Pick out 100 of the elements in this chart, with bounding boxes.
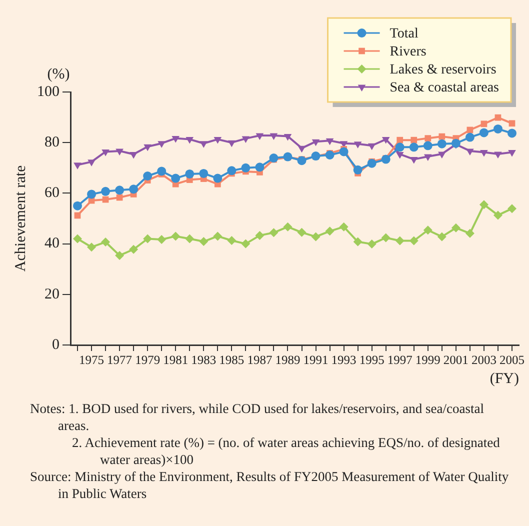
point	[228, 140, 236, 148]
point	[396, 136, 404, 144]
y-tick-label: 80	[44, 134, 60, 151]
x-tick-label: 1991	[303, 352, 328, 367]
point	[466, 148, 474, 156]
point	[507, 128, 516, 138]
point	[158, 141, 166, 148]
source-note: Source: Ministry of the Environment, Results of FY2005 Measurement of Water Quality in Public Waters	[30, 468, 509, 502]
point	[381, 154, 390, 164]
point	[451, 138, 460, 148]
y-tick-label: 0	[52, 336, 60, 353]
point	[101, 186, 110, 196]
point	[326, 138, 334, 146]
point	[508, 120, 516, 127]
point	[115, 186, 124, 195]
point	[143, 234, 152, 244]
point	[494, 152, 502, 158]
point	[270, 133, 278, 140]
point	[451, 223, 460, 232]
legend-label: Total	[390, 26, 418, 42]
legend-label: Sea & coastal areas	[390, 80, 500, 96]
point	[88, 160, 96, 166]
point	[493, 124, 502, 134]
x-tick-label: 1983	[191, 352, 216, 367]
point	[368, 143, 376, 150]
point	[438, 152, 446, 158]
point	[186, 137, 194, 144]
x-tick-label: 1987	[247, 352, 272, 367]
point	[144, 144, 152, 152]
point	[200, 141, 208, 148]
point	[395, 142, 404, 152]
point	[87, 242, 96, 252]
point	[325, 226, 334, 236]
point	[255, 162, 264, 172]
point	[437, 139, 446, 148]
point	[256, 133, 264, 140]
x-tick-label: 2001	[443, 352, 468, 367]
point	[480, 150, 488, 157]
point	[353, 165, 362, 174]
point	[480, 120, 488, 128]
y-tick-label: 20	[44, 286, 60, 302]
point	[298, 146, 306, 153]
point	[73, 201, 82, 210]
point	[297, 156, 306, 166]
point	[423, 141, 432, 150]
point	[410, 157, 418, 164]
point	[493, 210, 502, 220]
x-tick-label: 1993	[331, 352, 356, 367]
point	[409, 236, 418, 246]
x-tick-label: 1989	[275, 352, 300, 367]
point	[157, 235, 166, 244]
point	[185, 169, 194, 178]
point	[171, 174, 180, 183]
x-tick-label: 1997	[387, 352, 412, 367]
x-tick-label: 1979	[135, 352, 160, 367]
point	[130, 152, 138, 159]
point	[283, 222, 292, 232]
point	[325, 150, 334, 160]
point	[171, 232, 180, 241]
point	[101, 238, 110, 247]
y-tick-label: 100	[37, 84, 60, 100]
point	[241, 163, 250, 172]
point	[381, 233, 390, 242]
x-axis-title: (FY)	[490, 370, 519, 387]
point	[242, 136, 250, 144]
point	[227, 166, 236, 176]
point	[213, 174, 222, 183]
point	[479, 200, 488, 210]
x-tick-label: 2003	[471, 352, 496, 367]
point	[129, 184, 138, 194]
point	[172, 136, 180, 143]
point	[213, 232, 222, 241]
point	[396, 152, 404, 159]
point	[143, 171, 152, 180]
x-tick-label: 1981	[163, 352, 188, 367]
point	[438, 133, 446, 140]
point	[269, 228, 278, 238]
legend-label: Rivers	[390, 44, 426, 60]
point	[227, 236, 236, 246]
x-tick-label: 1995	[359, 352, 384, 367]
y-tick-label: 40	[44, 236, 60, 252]
point	[116, 148, 124, 156]
point	[73, 234, 82, 244]
point	[312, 139, 320, 146]
point	[367, 158, 376, 168]
point	[507, 204, 516, 214]
point	[297, 228, 306, 237]
point	[157, 166, 166, 176]
x-tick-label: 1977	[107, 352, 132, 367]
point	[367, 240, 376, 249]
text: (%)	[47, 66, 70, 82]
point	[409, 142, 418, 152]
point	[339, 222, 348, 232]
point	[465, 228, 474, 238]
point	[115, 250, 124, 260]
point	[87, 190, 96, 199]
legend-label: Lakes & reservoirs	[390, 62, 496, 78]
point	[102, 149, 110, 156]
point	[185, 234, 194, 244]
point	[437, 232, 446, 242]
